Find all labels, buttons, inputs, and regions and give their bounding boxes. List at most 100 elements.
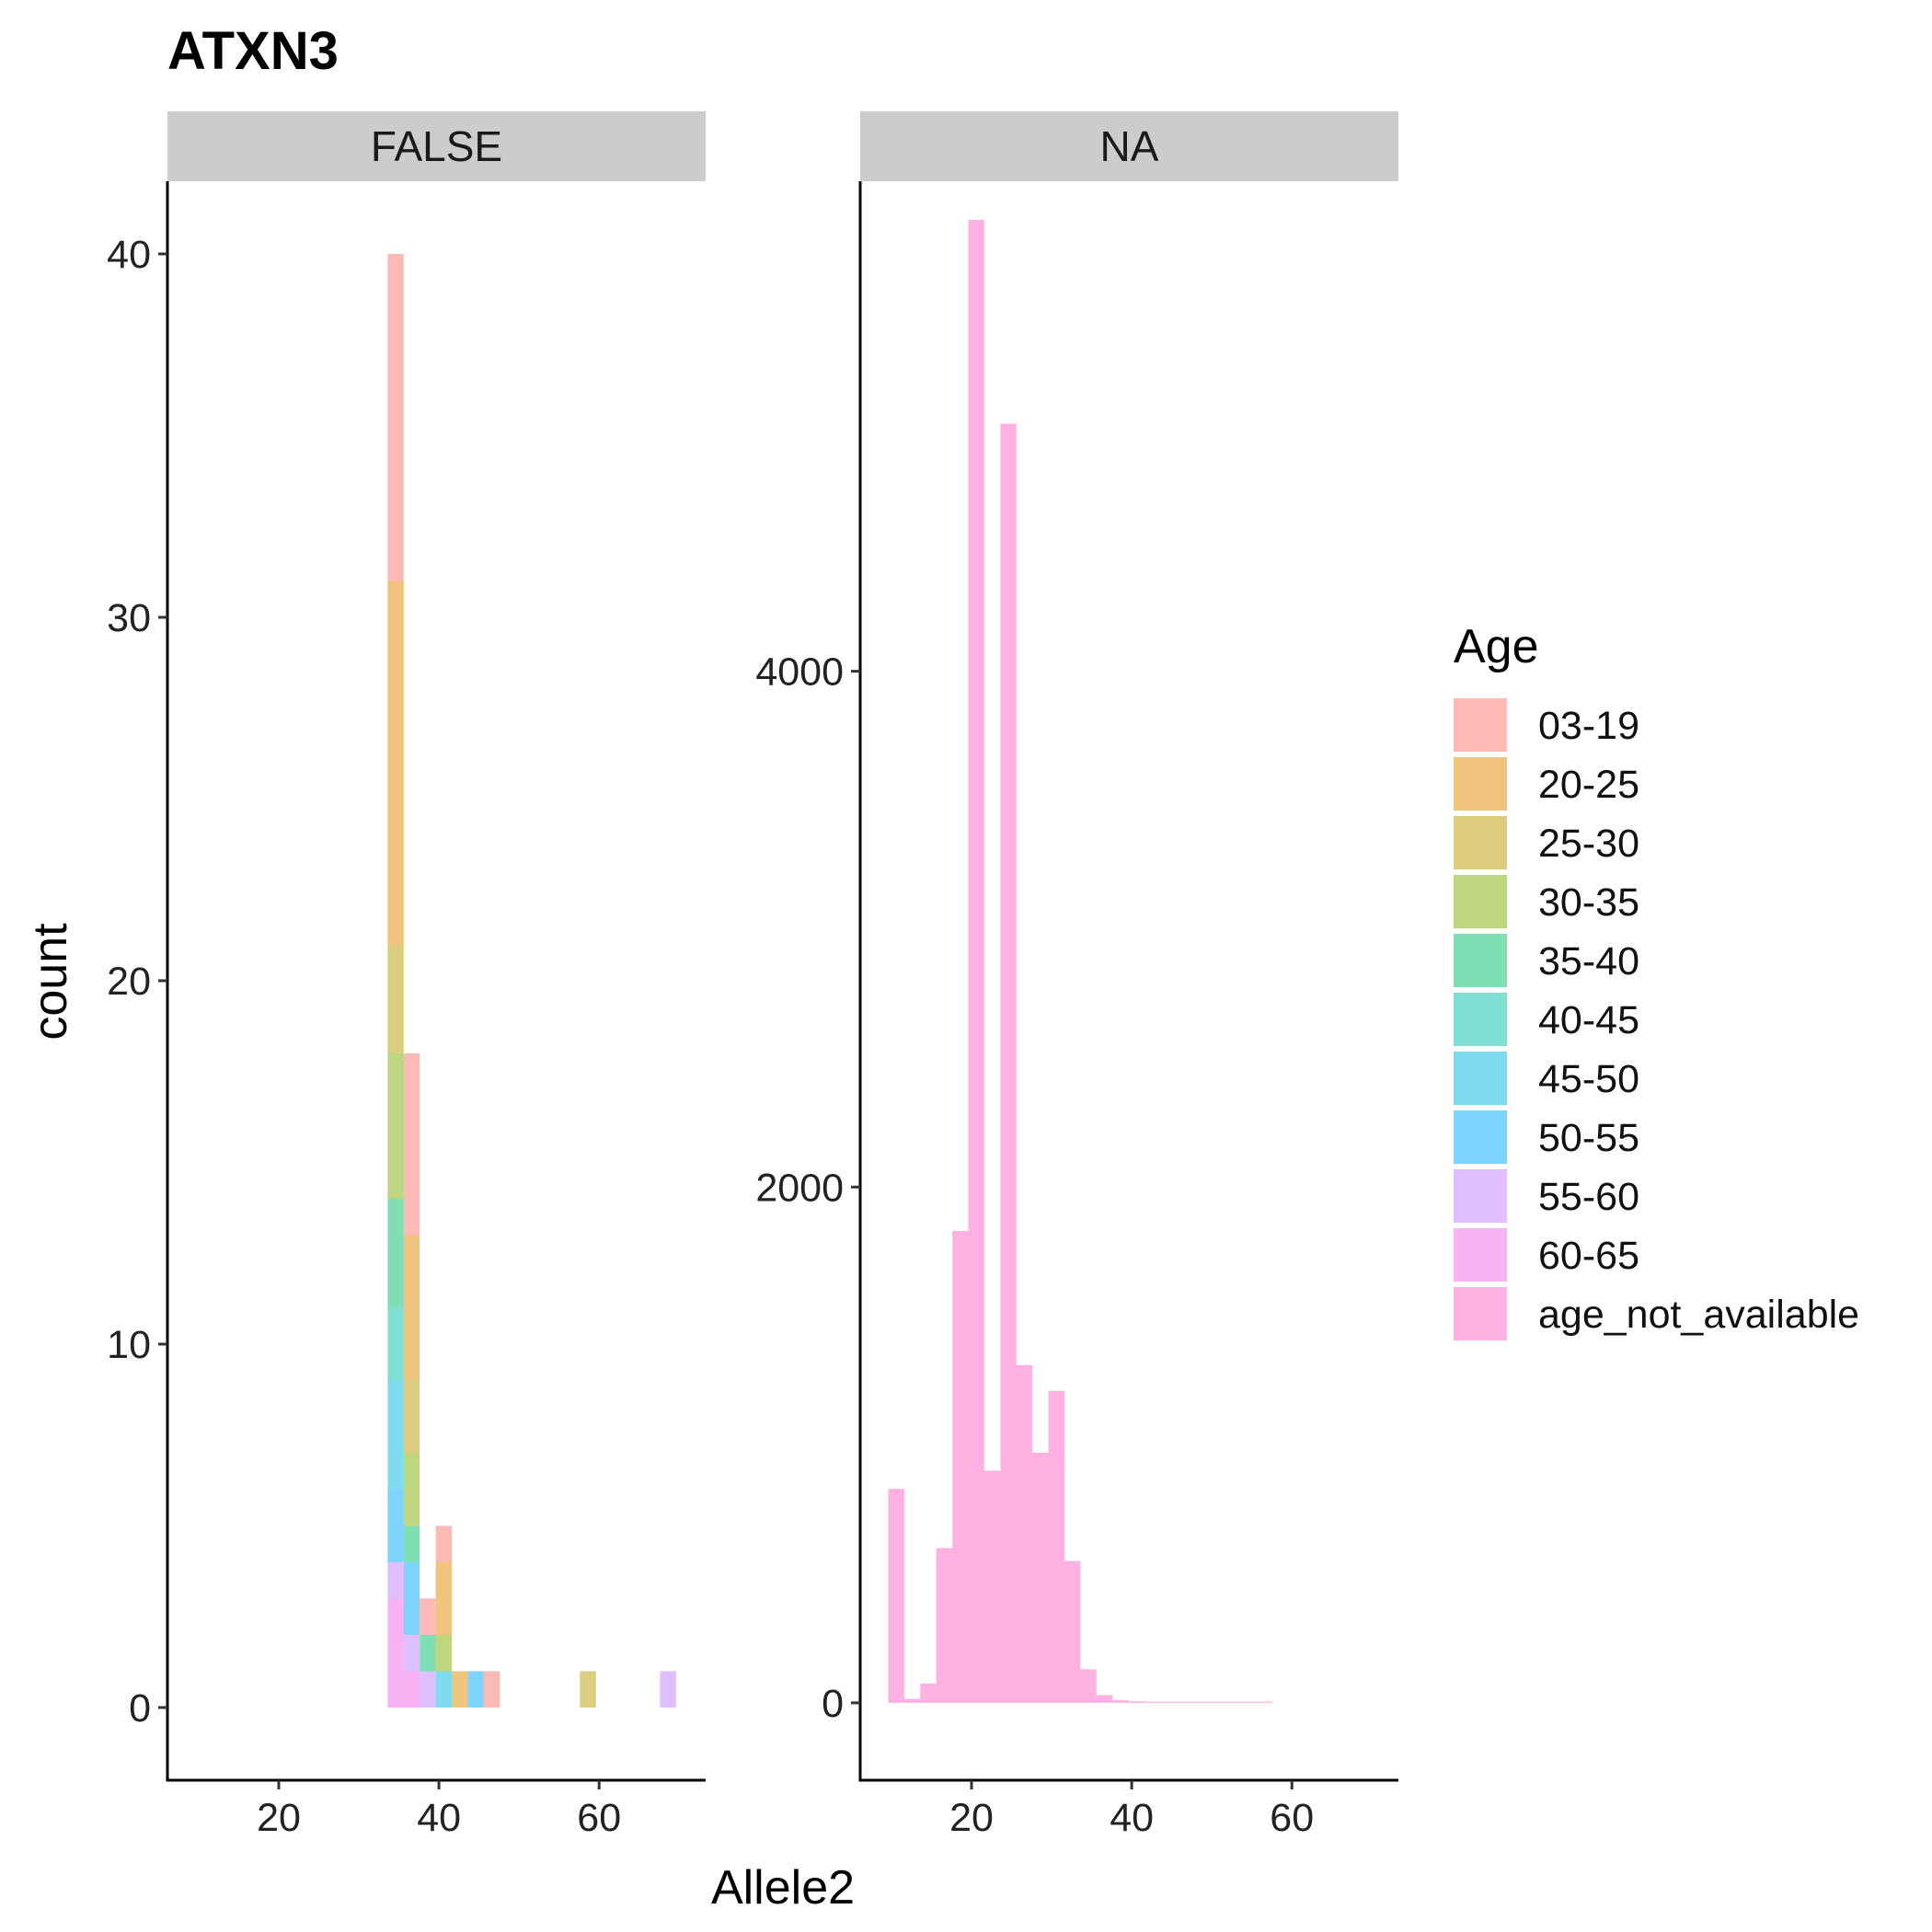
bars xyxy=(888,220,1273,1703)
legend-label: 03-19 xyxy=(1538,704,1639,748)
bar-segment-age_not_available xyxy=(1256,1701,1273,1703)
legend-key xyxy=(1454,816,1507,869)
legend-item-35-40: 35-40 xyxy=(1454,934,1639,987)
x-tick-label: 40 xyxy=(1110,1796,1154,1840)
bar-segment-40-45 xyxy=(387,1307,404,1381)
legend-key xyxy=(1454,875,1507,928)
y-tick-label: 30 xyxy=(107,596,151,640)
bar-segment-age_not_available xyxy=(952,1230,969,1703)
bar-segment-55-60 xyxy=(660,1671,676,1708)
bar-segment-age_not_available xyxy=(1240,1701,1257,1703)
bar-segment-age_not_available xyxy=(968,220,984,1703)
bar-segment-55-60 xyxy=(420,1671,436,1708)
y-tick-label: 0 xyxy=(129,1686,151,1731)
bar-segment-20-25 xyxy=(403,1235,420,1381)
legend-label: 30-35 xyxy=(1538,880,1639,925)
facet-strip xyxy=(860,111,1398,181)
x-axis-title: Allele2 xyxy=(711,1861,855,1915)
y-tick-label: 2000 xyxy=(755,1166,844,1210)
x-tick-label: 40 xyxy=(417,1796,461,1840)
bar-segment-20-25 xyxy=(435,1562,453,1635)
bar-segment-45-50 xyxy=(387,1380,404,1489)
facet-strip-label: NA xyxy=(1100,122,1159,170)
legend-key xyxy=(1454,993,1507,1046)
bar-segment-age_not_available xyxy=(1096,1695,1113,1703)
legend-label: 50-55 xyxy=(1538,1116,1639,1160)
bar-segment-age_not_available xyxy=(1225,1701,1241,1703)
bar-segment-30-35 xyxy=(403,1453,420,1526)
bar-segment-50-55 xyxy=(467,1671,484,1708)
bar-segment-55-60 xyxy=(387,1562,404,1599)
bar-segment-25-30 xyxy=(387,944,404,1053)
legend-item-30-35: 30-35 xyxy=(1454,875,1639,928)
legend-key xyxy=(1454,1228,1507,1282)
legend: Age 03-19 20-25 25-30 30-35 35-40 40-45 45-50 5… xyxy=(1454,620,1859,1340)
facet-panels: FALSE 0 10 20 30 40 20 40 60 NA 0 2000 4000 20 40 60 xyxy=(107,111,1398,1840)
bar-segment-age_not_available xyxy=(1080,1669,1097,1703)
legend-title: Age xyxy=(1454,620,1539,673)
legend-item-40-45: 40-45 xyxy=(1454,993,1639,1046)
bar-segment-03-19 xyxy=(387,254,404,581)
bar-segment-age_not_available xyxy=(1208,1701,1225,1703)
y-tick-label: 4000 xyxy=(755,650,844,695)
bar-segment-age_not_available xyxy=(903,1698,921,1703)
y-tick-label: 10 xyxy=(107,1323,151,1367)
legend-label: 45-50 xyxy=(1538,1057,1639,1101)
legend-label: 20-25 xyxy=(1538,763,1639,807)
bar-segment-55-60 xyxy=(403,1635,420,1672)
bar-segment-25-30 xyxy=(580,1671,596,1708)
bar-segment-20-25 xyxy=(387,581,404,945)
legend-item-45-50: 45-50 xyxy=(1454,1052,1639,1105)
legend-item-03-19: 03-19 xyxy=(1454,698,1639,752)
chart-title: ATXN3 xyxy=(167,21,339,81)
bar-segment-age_not_available xyxy=(1032,1452,1049,1703)
bar-segment-03-19 xyxy=(403,1053,420,1236)
x-tick-label: 60 xyxy=(1270,1796,1314,1840)
legend-key xyxy=(1454,757,1507,811)
legend-label: age_not_available xyxy=(1538,1293,1859,1337)
legend-item-55-60: 55-60 xyxy=(1454,1169,1639,1223)
legend-key xyxy=(1454,934,1507,987)
bar-segment-age_not_available xyxy=(983,1470,1001,1703)
legend-item-age_not_available: age_not_available xyxy=(1454,1287,1859,1340)
bars xyxy=(387,254,676,1708)
bar-segment-35-40 xyxy=(387,1199,404,1308)
legend-key xyxy=(1454,698,1507,752)
legend-label: 40-45 xyxy=(1538,998,1639,1042)
facet-strip-label: FALSE xyxy=(371,122,502,170)
legend-key xyxy=(1454,1110,1507,1164)
legend-item-60-65: 60-65 xyxy=(1454,1228,1639,1282)
bar-segment-03-19 xyxy=(435,1525,453,1562)
bar-segment-03-19 xyxy=(483,1671,500,1708)
legend-key xyxy=(1454,1052,1507,1105)
bar-segment-age_not_available xyxy=(1048,1390,1064,1703)
legend-item-20-25: 20-25 xyxy=(1454,757,1639,811)
legend-key xyxy=(1454,1287,1507,1340)
y-axis-title: count xyxy=(24,923,77,1041)
y-tick-label: 40 xyxy=(107,233,151,277)
legend-label: 60-65 xyxy=(1538,1234,1639,1278)
bar-segment-age_not_available xyxy=(1128,1701,1145,1703)
x-tick-label: 60 xyxy=(577,1796,621,1840)
bar-segment-age_not_available xyxy=(888,1489,904,1703)
panel-false: FALSE 0 10 20 30 40 20 40 60 xyxy=(107,111,706,1840)
x-tick-label: 20 xyxy=(257,1796,301,1840)
bar-segment-50-55 xyxy=(403,1562,420,1635)
bar-segment-age_not_available xyxy=(1064,1560,1081,1703)
y-tick-label: 0 xyxy=(822,1682,844,1726)
bar-segment-20-25 xyxy=(452,1671,468,1708)
bar-segment-35-40 xyxy=(403,1525,420,1562)
facet-strip xyxy=(167,111,706,181)
bar-segment-age_not_available xyxy=(1016,1364,1033,1703)
legend-key xyxy=(1454,1169,1507,1223)
legend-label: 35-40 xyxy=(1538,939,1639,983)
bar-segment-03-19 xyxy=(420,1598,436,1635)
panel-na: NA 0 2000 4000 20 40 60 xyxy=(755,111,1398,1840)
bar-segment-age_not_available xyxy=(1176,1701,1193,1703)
bar-segment-age_not_available xyxy=(1192,1701,1209,1703)
bar-segment-age_not_available xyxy=(1144,1701,1161,1703)
bar-segment-35-40 xyxy=(420,1635,436,1672)
legend-label: 55-60 xyxy=(1538,1175,1639,1219)
legend-item-50-55: 50-55 xyxy=(1454,1110,1639,1164)
